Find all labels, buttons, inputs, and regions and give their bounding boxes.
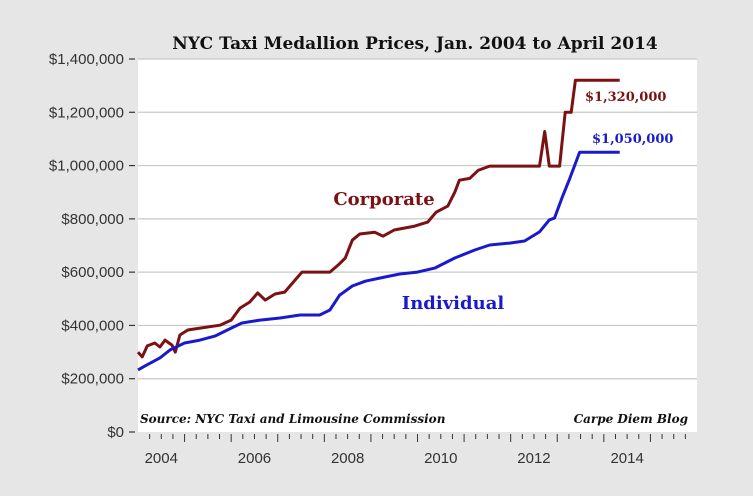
plot-area	[138, 59, 697, 432]
x-axis: 2004 2006 2008 2010 2012 2014	[145, 434, 686, 467]
chart-title: NYC Taxi Medallion Prices, Jan. 2004 to …	[172, 34, 658, 54]
y-tick-label: $400,000	[61, 317, 124, 334]
y-tick-label: $600,000	[61, 264, 124, 281]
y-tick-label: $800,000	[61, 211, 124, 228]
y-tick-label: $200,000	[61, 371, 124, 388]
y-tick-label: $0	[107, 424, 124, 441]
series-label-individual: Individual	[402, 293, 505, 314]
x-tick-label: 2004	[145, 450, 178, 467]
x-tick-label: 2014	[610, 450, 643, 467]
y-axis: $0 $200,000 $400,000 $600,000 $800,000 $1,000…	[49, 51, 135, 441]
series-label-corporate: Corporate	[333, 189, 434, 210]
source-note: Source: NYC Taxi and Limousine Commissio…	[140, 412, 445, 426]
end-label-individual: $1,050,000	[592, 132, 673, 147]
y-tick-label: $1,000,000	[49, 158, 124, 175]
series-line-corporate	[136, 78, 620, 359]
x-tick-label: 2008	[331, 450, 364, 467]
x-tick-label: 2006	[238, 450, 271, 467]
y-tick-label: $1,200,000	[49, 104, 124, 121]
credit-note: Carpe Diem Blog	[574, 412, 688, 426]
x-tick-label: 2012	[517, 450, 550, 467]
end-label-corporate: $1,320,000	[585, 90, 666, 105]
x-tick-label: 2010	[424, 450, 457, 467]
series-lines	[136, 78, 620, 372]
y-tick-label: $1,400,000	[49, 51, 124, 68]
